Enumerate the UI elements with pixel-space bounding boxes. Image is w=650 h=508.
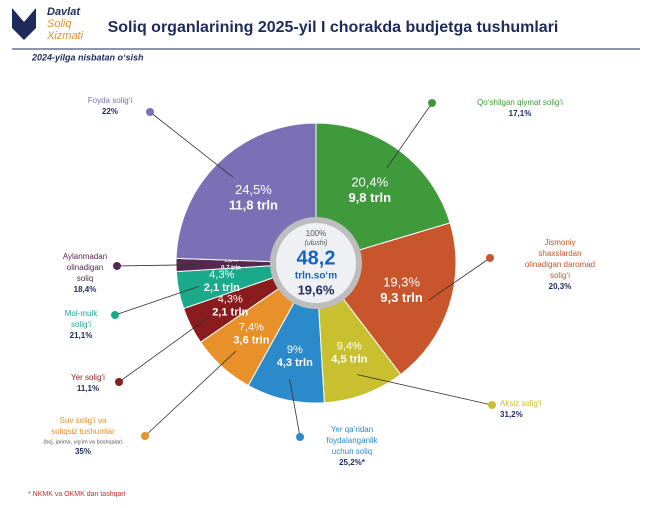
callout-dot [111,311,119,319]
slice-amount-label: 9,8 trln [348,190,391,205]
category-label-line: Mol-mulk [65,309,98,318]
category-label-line: uchun soliq [332,447,372,456]
callout-line [386,102,433,168]
slice-amount-label: 11,8 trln [229,198,278,213]
growth-label: 31,2% [500,410,523,419]
growth-label: 22% [102,107,118,116]
center-share-note: (ulushi) [305,240,328,247]
category-label-line: Yer solig‘i [71,373,105,382]
category-label-line: solig‘i [550,271,570,280]
category-label-line: shaxslardan [538,249,581,258]
slice-amount-label: 0,7 trln [221,265,241,271]
slice-share-label: 1,5% [224,258,238,264]
logo-text: Xizmati [46,30,84,42]
pie-slice [175,122,317,264]
category-label: Aksiz solig‘i [500,399,542,408]
callout-dot [113,262,121,270]
category-label-line: Aylanmadan [63,252,107,261]
category-label: Jismoniy shaxslardan olinadigan daromad sol… [525,238,595,280]
chart-title: Soliq organlarining 2025-yil I chorakda … [108,19,559,36]
callout-line [118,316,210,383]
callout-line [114,285,200,316]
category-label: Suv solig‘i va soliqsiz tushumlar [51,416,115,436]
footnote: * NKMK va OKMK dan tashqari [28,491,126,498]
growth-label: 25,2%* [339,458,366,467]
slice-share-label: 4,3% [218,293,243,305]
subtitle: 2024-yilga nisbatan o‘sish [31,52,144,62]
center-growth: 19,6% [298,282,335,297]
callout-dot [486,254,494,262]
category-label-line: Foyda solig‘i [88,96,133,105]
center-total: 48,2 [297,247,336,269]
category-label-line: solig‘i [71,320,91,329]
category-label: Yer qa’ridan foydalanganlik uchun soliq [326,425,378,456]
category-label: Foyda solig‘i [88,96,133,105]
callout-dot [146,108,154,116]
pie-slice [315,122,451,264]
center-share: 100% [306,229,326,238]
slice-share-label: 24,5% [235,182,272,197]
callout-dot [115,378,123,386]
category-label-line: foydalanganlik [326,436,378,445]
callout-line [428,257,491,301]
callout-dot [428,99,436,107]
center-disc [276,223,356,303]
logo-text: Davlat [47,6,81,18]
callout-line [149,111,234,178]
slice-share-label: 20,4% [351,174,388,189]
callout-line [357,374,493,406]
callout-dot [488,401,496,409]
category-label: Yer solig‘i [71,373,105,382]
growth-label: 11,1% [77,384,99,393]
category-label-line: soliqsiz tushumlar [51,427,115,436]
category-label: Mol-mulk solig‘i [65,309,98,329]
callout-dot [141,432,149,440]
slice-amount-label: 3,6 trln [233,335,269,347]
slice-amount-label: 4,5 trln [331,354,367,366]
callout-line [289,378,301,438]
growth-label: 35% [75,447,91,456]
category-label-line: Suv solig‘i va [60,416,107,425]
category-note: (boj, jarima, yig‘im va boshqalar) [43,439,122,445]
callout-dot [296,433,304,441]
category-label-line: Qo‘shilgan qiymat solig‘i [477,98,563,107]
slice-share-label: 9% [287,344,303,356]
callout-line [144,350,237,437]
category-label-line: Aksiz solig‘i [500,399,542,408]
growth-label: 17,1% [509,109,532,118]
category-label: Qo‘shilgan qiymat solig‘i [477,98,563,107]
growth-label: 18,4% [74,285,97,294]
category-label-line: Jismoniy [544,238,575,247]
center-unit: trln.so‘m [295,271,337,282]
slice-share-label: 7,4% [239,321,264,333]
slice-share-label: 9,4% [337,340,362,352]
slice-amount-label: 9,3 trln [380,290,423,305]
slice-share-label: 4,3% [209,269,234,281]
category-label: Aylanmadan olinadigan soliq [63,252,107,283]
category-label-line: Yer qa’ridan [331,425,373,434]
callout-line [116,264,198,267]
logo-text: Soliq [47,18,72,30]
category-label-line: olinadigan daromad [525,260,595,269]
category-label-line: soliq [77,274,93,283]
slice-amount-label: 2,1 trln [204,282,240,294]
growth-label: 21,1% [70,331,93,340]
slice-amount-label: 2,1 trln [212,307,248,319]
logo-icon [12,8,36,40]
category-label-line: olinadigan [67,263,103,272]
slice-share-label: 19,3% [383,275,420,290]
growth-label: 20,3% [549,282,572,291]
slice-amount-label: 4,3 trln [277,357,313,369]
